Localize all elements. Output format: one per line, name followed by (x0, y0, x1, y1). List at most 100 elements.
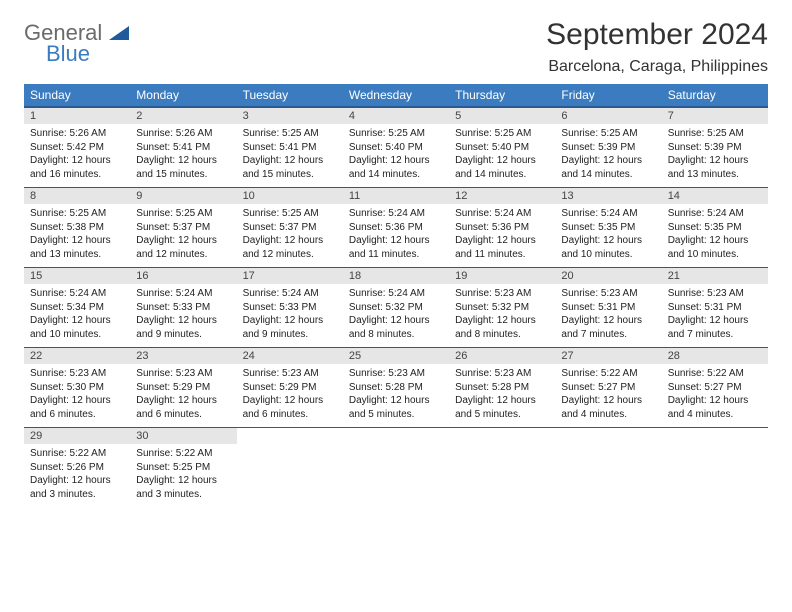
day-number: 2 (130, 108, 236, 124)
daylight-line: Daylight: 12 hours and 11 minutes. (349, 234, 443, 261)
sunset-line: Sunset: 5:28 PM (349, 381, 443, 395)
day-number: 7 (662, 108, 768, 124)
calendar-table: SundayMondayTuesdayWednesdayThursdayFrid… (24, 84, 768, 507)
sunset-line: Sunset: 5:32 PM (349, 301, 443, 315)
day-number: 4 (343, 108, 449, 124)
calendar-row: 8Sunrise: 5:25 AMSunset: 5:38 PMDaylight… (24, 188, 768, 268)
day-number: 5 (449, 108, 555, 124)
sunset-line: Sunset: 5:42 PM (30, 141, 124, 155)
daylight-line: Daylight: 12 hours and 3 minutes. (136, 474, 230, 501)
day-body: Sunrise: 5:24 AMSunset: 5:33 PMDaylight:… (130, 284, 236, 347)
calendar-cell: 15Sunrise: 5:24 AMSunset: 5:34 PMDayligh… (24, 268, 130, 348)
calendar-cell: 25 Sunrise: 5:23 AMSunset: 5:28 PMDayligh… (343, 348, 449, 428)
day-body: Sunrise: 5:22 AMSunset: 5:26 PMDaylight:… (24, 444, 130, 507)
sunrise-line: Sunrise: 5:22 AM (30, 447, 124, 461)
day-number: 11 (343, 188, 449, 204)
logo: General Blue (24, 22, 129, 65)
day-body: Sunrise: 5:24 AMSunset: 5:34 PMDaylight:… (24, 284, 130, 347)
day-body: Sunrise: 5:26 AMSunset: 5:42 PMDaylight:… (24, 124, 130, 187)
day-body: Sunrise: 5:25 AMSunset: 5:38 PMDaylight:… (24, 204, 130, 267)
day-body: Sunrise: 5:25 AMSunset: 5:37 PMDaylight:… (237, 204, 343, 267)
sunrise-line: Sunrise: 5:24 AM (30, 287, 124, 301)
day-body: Sunrise: 5:23 AMSunset: 5:32 PMDaylight:… (449, 284, 555, 347)
sunrise-line: Sunrise: 5:24 AM (349, 207, 443, 221)
sunrise-line: Sunrise: 5:23 AM (349, 367, 443, 381)
daylight-line: Daylight: 12 hours and 11 minutes. (455, 234, 549, 261)
day-number: 14 (662, 188, 768, 204)
day-number: 8 (24, 188, 130, 204)
day-number: 25 (343, 348, 449, 364)
sunrise-line: Sunrise: 5:23 AM (243, 367, 337, 381)
daylight-line: Daylight: 12 hours and 13 minutes. (30, 234, 124, 261)
day-number: 3 (237, 108, 343, 124)
calendar-row: 29Sunrise: 5:22 AMSunset: 5:26 PMDayligh… (24, 428, 768, 508)
daylight-line: Daylight: 12 hours and 16 minutes. (30, 154, 124, 181)
calendar-cell (237, 428, 343, 508)
sunset-line: Sunset: 5:29 PM (136, 381, 230, 395)
day-number: 29 (24, 428, 130, 444)
day-number: 24 (237, 348, 343, 364)
location: Barcelona, Caraga, Philippines (546, 58, 768, 76)
day-body: Sunrise: 5:24 AMSunset: 5:35 PMDaylight:… (662, 204, 768, 267)
calendar-cell: 7Sunrise: 5:25 AMSunset: 5:39 PMDaylight… (662, 107, 768, 188)
sunset-line: Sunset: 5:25 PM (136, 461, 230, 475)
day-number: 17 (237, 268, 343, 284)
sunset-line: Sunset: 5:32 PM (455, 301, 549, 315)
sunrise-line: Sunrise: 5:23 AM (136, 367, 230, 381)
day-body: Sunrise: 5:22 AMSunset: 5:25 PMDaylight:… (130, 444, 236, 507)
daylight-line: Daylight: 12 hours and 5 minutes. (455, 394, 549, 421)
day-body: Sunrise: 5:25 AMSunset: 5:40 PMDaylight:… (343, 124, 449, 187)
weekday-header: Thursday (449, 84, 555, 107)
calendar-cell: 23Sunrise: 5:23 AMSunset: 5:29 PMDayligh… (130, 348, 236, 428)
calendar-cell: 14Sunrise: 5:24 AMSunset: 5:35 PMDayligh… (662, 188, 768, 268)
day-body: Sunrise: 5:24 AMSunset: 5:32 PMDaylight:… (343, 284, 449, 347)
sunset-line: Sunset: 5:40 PM (349, 141, 443, 155)
day-number: 21 (662, 268, 768, 284)
day-body: Sunrise: 5:22 AMSunset: 5:27 PMDaylight:… (555, 364, 661, 427)
day-body: Sunrise: 5:26 AMSunset: 5:41 PMDaylight:… (130, 124, 236, 187)
sunset-line: Sunset: 5:37 PM (243, 221, 337, 235)
daylight-line: Daylight: 12 hours and 9 minutes. (136, 314, 230, 341)
weekday-header: Wednesday (343, 84, 449, 107)
day-number: 16 (130, 268, 236, 284)
day-body: Sunrise: 5:25 AMSunset: 5:37 PMDaylight:… (130, 204, 236, 267)
sunrise-line: Sunrise: 5:23 AM (455, 367, 549, 381)
daylight-line: Daylight: 12 hours and 4 minutes. (561, 394, 655, 421)
day-body: Sunrise: 5:23 AMSunset: 5:29 PMDaylight:… (130, 364, 236, 427)
sunrise-line: Sunrise: 5:24 AM (455, 207, 549, 221)
day-number: 12 (449, 188, 555, 204)
sunset-line: Sunset: 5:35 PM (668, 221, 762, 235)
daylight-line: Daylight: 12 hours and 10 minutes. (668, 234, 762, 261)
sunset-line: Sunset: 5:31 PM (668, 301, 762, 315)
day-number: 10 (237, 188, 343, 204)
sunset-line: Sunset: 5:39 PM (668, 141, 762, 155)
day-number: 20 (555, 268, 661, 284)
calendar-body: 1Sunrise: 5:26 AMSunset: 5:42 PMDaylight… (24, 107, 768, 507)
calendar-cell: 17Sunrise: 5:24 AMSunset: 5:33 PMDayligh… (237, 268, 343, 348)
calendar-cell: 28Sunrise: 5:22 AMSunset: 5:27 PMDayligh… (662, 348, 768, 428)
sunrise-line: Sunrise: 5:24 AM (668, 207, 762, 221)
daylight-line: Daylight: 12 hours and 7 minutes. (561, 314, 655, 341)
calendar-cell: 21Sunrise: 5:23 AMSunset: 5:31 PMDayligh… (662, 268, 768, 348)
daylight-line: Daylight: 12 hours and 10 minutes. (561, 234, 655, 261)
sunset-line: Sunset: 5:27 PM (561, 381, 655, 395)
daylight-line: Daylight: 12 hours and 13 minutes. (668, 154, 762, 181)
sunrise-line: Sunrise: 5:25 AM (30, 207, 124, 221)
daylight-line: Daylight: 12 hours and 8 minutes. (349, 314, 443, 341)
daylight-line: Daylight: 12 hours and 8 minutes. (455, 314, 549, 341)
calendar-cell: 5Sunrise: 5:25 AMSunset: 5:40 PMDaylight… (449, 107, 555, 188)
daylight-line: Daylight: 12 hours and 5 minutes. (349, 394, 443, 421)
sunrise-line: Sunrise: 5:24 AM (136, 287, 230, 301)
day-number: 18 (343, 268, 449, 284)
calendar-cell (662, 428, 768, 508)
calendar-cell: 10Sunrise: 5:25 AMSunset: 5:37 PMDayligh… (237, 188, 343, 268)
daylight-line: Daylight: 12 hours and 14 minutes. (455, 154, 549, 181)
sunrise-line: Sunrise: 5:25 AM (243, 127, 337, 141)
sunset-line: Sunset: 5:40 PM (455, 141, 549, 155)
sunset-line: Sunset: 5:27 PM (668, 381, 762, 395)
calendar-cell: 24Sunrise: 5:23 AMSunset: 5:29 PMDayligh… (237, 348, 343, 428)
sunrise-line: Sunrise: 5:26 AM (30, 127, 124, 141)
daylight-line: Daylight: 12 hours and 12 minutes. (136, 234, 230, 261)
day-number: 28 (662, 348, 768, 364)
sunrise-line: Sunrise: 5:25 AM (136, 207, 230, 221)
